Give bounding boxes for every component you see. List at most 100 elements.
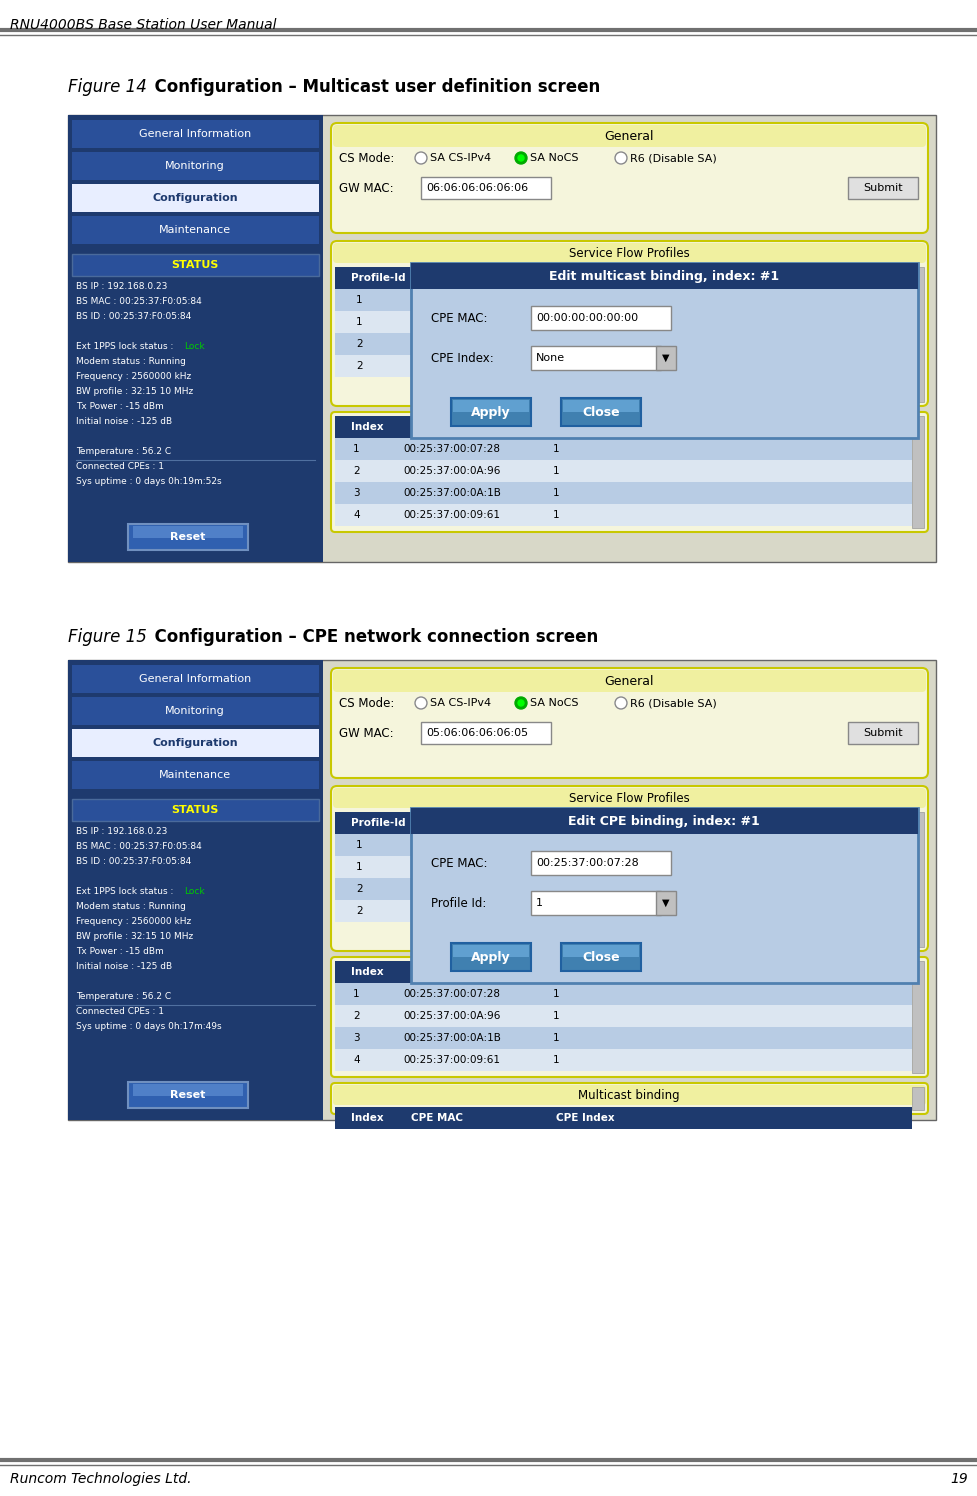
Bar — [72, 799, 319, 821]
Text: 00:25:37:00:0A:96: 00:25:37:00:0A:96 — [403, 1011, 500, 1020]
Text: 00:25:37:00:07:28: 00:25:37:00:07:28 — [403, 444, 499, 453]
FancyBboxPatch shape — [332, 1085, 925, 1106]
Bar — [335, 355, 912, 377]
Text: Profile-Id: Profile-Id — [351, 272, 405, 283]
Text: Ext 1PPS lock status :: Ext 1PPS lock status : — [76, 887, 179, 896]
Bar — [68, 115, 322, 562]
Text: Configuration: Configuration — [152, 193, 237, 203]
Text: Connected CPEs : 1: Connected CPEs : 1 — [76, 1007, 164, 1016]
Text: 2: 2 — [353, 1011, 360, 1020]
Text: 00:25:37:00:09:61: 00:25:37:00:09:61 — [403, 1055, 499, 1065]
Text: Profile-Id: Profile-Id — [351, 818, 405, 827]
Text: CPE MAC: CPE MAC — [410, 966, 462, 977]
Text: ▼: ▼ — [661, 898, 669, 908]
Bar — [531, 346, 660, 370]
Text: 1: 1 — [552, 510, 559, 521]
Text: BW profile : 32:15 10 MHz: BW profile : 32:15 10 MHz — [76, 932, 193, 941]
FancyBboxPatch shape — [332, 788, 925, 808]
Text: General: General — [604, 130, 653, 142]
Text: Configuration: Configuration — [152, 738, 237, 748]
FancyBboxPatch shape — [332, 126, 925, 147]
Text: Profile Id: Profile Id — [550, 422, 605, 432]
Text: Lock: Lock — [184, 887, 204, 896]
Text: 1: 1 — [353, 989, 360, 999]
Bar — [68, 660, 935, 1121]
Bar — [912, 812, 923, 947]
Bar — [335, 504, 912, 527]
Bar — [72, 697, 319, 726]
Text: BS IP : 192.168.0.23: BS IP : 192.168.0.23 — [76, 283, 167, 292]
Text: Close: Close — [581, 950, 619, 963]
Text: Index: Index — [351, 422, 383, 432]
FancyBboxPatch shape — [330, 669, 927, 778]
Text: General Information: General Information — [139, 129, 251, 139]
Text: CPE MAC: CPE MAC — [410, 422, 462, 432]
Text: GW MAC:: GW MAC: — [339, 181, 393, 194]
Text: BW profile : 32:15 10 MHz: BW profile : 32:15 10 MHz — [76, 387, 193, 396]
Text: Configuration – CPE network connection screen: Configuration – CPE network connection s… — [143, 628, 598, 646]
Bar — [72, 153, 319, 180]
Text: RNU4000BS Base Station User Manual: RNU4000BS Base Station User Manual — [10, 18, 276, 31]
Text: 00:25:37:00:0A:1B: 00:25:37:00:0A:1B — [403, 488, 500, 498]
Text: GW MAC:: GW MAC: — [339, 727, 393, 739]
Bar — [128, 1082, 248, 1109]
Text: 4: 4 — [353, 510, 360, 521]
Text: General Information: General Information — [139, 675, 251, 684]
Text: BE: BE — [446, 907, 459, 916]
Bar — [335, 482, 912, 504]
Text: CPE MAC:: CPE MAC: — [431, 857, 487, 869]
Bar — [335, 266, 912, 289]
Text: Tx Power : -15 dBm: Tx Power : -15 dBm — [76, 947, 163, 956]
Circle shape — [414, 153, 427, 165]
Bar — [335, 856, 912, 878]
Text: Edit CPE binding, index: #1: Edit CPE binding, index: #1 — [568, 814, 759, 827]
Text: Lock: Lock — [184, 343, 204, 352]
Bar — [335, 983, 912, 1005]
Text: Modem status : Running: Modem status : Running — [76, 902, 186, 911]
Text: Figure 14: Figure 14 — [68, 78, 147, 96]
Text: 1: 1 — [552, 989, 559, 999]
Text: Monitoring: Monitoring — [165, 162, 225, 171]
Text: Profile Id: Profile Id — [550, 966, 605, 977]
Text: 00:25:37:00:0A:96: 00:25:37:00:0A:96 — [403, 465, 500, 476]
Bar — [133, 1085, 242, 1097]
Text: 2: 2 — [353, 465, 360, 476]
Text: 06:06:06:06:06:06: 06:06:06:06:06:06 — [426, 183, 528, 193]
Text: CS Mode:: CS Mode: — [339, 697, 394, 709]
Text: 1: 1 — [356, 862, 362, 872]
Bar — [847, 723, 917, 744]
Text: Type: Type — [441, 272, 468, 283]
Text: BE: BE — [446, 839, 459, 850]
Text: Sys uptime : 0 days 0h:17m:49s: Sys uptime : 0 days 0h:17m:49s — [76, 1022, 222, 1031]
Bar — [656, 346, 675, 370]
Text: 1: 1 — [552, 1034, 559, 1043]
FancyBboxPatch shape — [332, 670, 925, 693]
Bar — [912, 266, 923, 402]
Bar — [68, 115, 935, 562]
Bar — [563, 945, 638, 957]
Bar — [410, 808, 917, 983]
Text: BE: BE — [446, 884, 459, 895]
Text: 1: 1 — [552, 488, 559, 498]
Text: 3: 3 — [353, 488, 360, 498]
Text: BS IP : 192.168.0.23: BS IP : 192.168.0.23 — [76, 827, 167, 836]
Text: 1: 1 — [552, 1011, 559, 1020]
FancyBboxPatch shape — [330, 123, 927, 233]
Text: BS MAC : 00:25:37:F0:05:84: BS MAC : 00:25:37:F0:05:84 — [76, 298, 201, 307]
Text: 19: 19 — [950, 1472, 967, 1486]
Bar — [912, 416, 923, 528]
Bar — [656, 892, 675, 916]
FancyBboxPatch shape — [330, 957, 927, 1077]
Bar — [335, 960, 912, 983]
Bar — [410, 808, 917, 833]
Circle shape — [515, 697, 527, 709]
Bar — [335, 416, 912, 438]
Text: Tx Power : -15 dBm: Tx Power : -15 dBm — [76, 402, 163, 411]
Text: 1: 1 — [552, 444, 559, 453]
Bar — [912, 960, 923, 1073]
Text: 1: 1 — [535, 898, 542, 908]
Text: BS ID : 00:25:37:F0:05:84: BS ID : 00:25:37:F0:05:84 — [76, 313, 191, 322]
Text: Index: Index — [351, 1113, 383, 1123]
Circle shape — [515, 153, 527, 165]
Text: Edit multicast binding, index: #1: Edit multicast binding, index: #1 — [548, 269, 779, 283]
